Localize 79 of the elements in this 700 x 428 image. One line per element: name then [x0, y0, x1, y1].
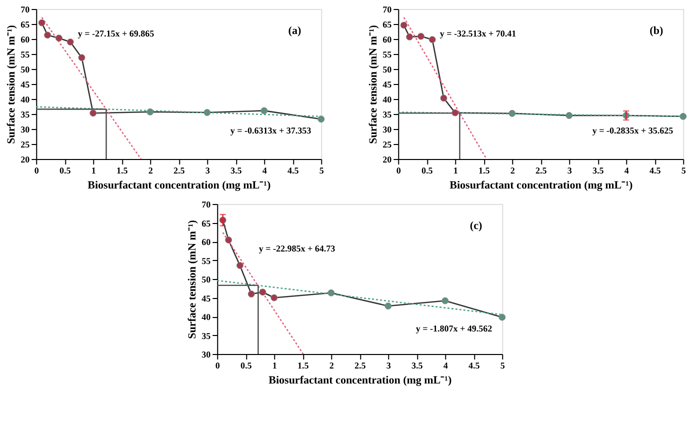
- x-tick-label: 2: [510, 166, 516, 176]
- y-tick-label: 35: [202, 330, 212, 341]
- x-tick-label: 1.5: [298, 360, 310, 370]
- y-tick-label: 65: [20, 20, 30, 30]
- x-tick-label: 3.5: [230, 166, 242, 176]
- x-tick-label: 2.5: [536, 166, 548, 176]
- x-tick-label: 4: [262, 166, 268, 176]
- y-tick-label: 25: [20, 140, 30, 150]
- x-tick-label: 2: [148, 166, 154, 176]
- x-tick-label: 0.5: [422, 166, 434, 176]
- y-tick-label: 20: [20, 154, 30, 164]
- y-tick-label: 45: [20, 80, 30, 90]
- x-tick-label: 3.5: [412, 360, 424, 370]
- x-tick-label: 0: [396, 166, 402, 176]
- y-axis-title: Surface tension (mN m⁻¹): [368, 24, 380, 144]
- y-tick-label: 60: [382, 34, 392, 44]
- y-axis-title: Surface tension (mN m⁻¹): [6, 24, 18, 144]
- y-tick-label: 20: [382, 154, 392, 164]
- x-tick-label: 1: [272, 360, 278, 370]
- x-tick-label: 3: [386, 360, 392, 370]
- y-tick-label: 35: [382, 110, 392, 120]
- x-tick-label: 3: [567, 166, 572, 176]
- x-tick-label: 4.5: [288, 166, 300, 176]
- text: y = -32.513x + 70.41: [440, 28, 517, 38]
- y-tick-label: 40: [382, 94, 392, 104]
- y-tick-label: 70: [20, 4, 30, 14]
- y-tick-label: 25: [382, 140, 392, 150]
- y-tick-label: 50: [202, 274, 212, 284]
- y-tick-label: 45: [382, 80, 392, 90]
- x-tick-label: 5: [500, 360, 506, 370]
- y-tick-label: 40: [202, 312, 212, 322]
- x-tick-label: 4.5: [468, 360, 480, 370]
- y-tick-label: 30: [20, 124, 30, 134]
- y-tick-label: 60: [202, 237, 212, 247]
- y-tick-label: 65: [202, 218, 212, 228]
- x-tick-label: 5: [319, 166, 324, 176]
- y-tick-label: 70: [202, 200, 212, 210]
- x-tick-label: 4: [624, 166, 630, 176]
- series-label: y = -0.2835x + 35.625: [592, 125, 674, 136]
- x-tick-label: 2.5: [174, 166, 186, 176]
- x-tick-label: 0.5: [60, 166, 72, 176]
- y-axis-title: Surface tension (mN m⁻¹): [186, 220, 199, 339]
- series-label: y = -27.15x + 69.865: [78, 28, 155, 38]
- y-tick-label: 30: [382, 124, 392, 134]
- x-axis-title: Biosurfactant concentration (mg mL⁻¹): [268, 374, 452, 386]
- y-tick-label: 55: [202, 256, 212, 266]
- annotation: (a): [288, 25, 302, 37]
- x-tick-label: 0: [34, 166, 40, 176]
- y-tick-label: 50: [20, 64, 30, 74]
- annotation: (c): [470, 220, 482, 232]
- y-tick-label: 45: [202, 293, 212, 304]
- series-label: y = -0.6313x + 37.353: [230, 125, 312, 136]
- x-tick-label: 1: [453, 166, 458, 176]
- y-tick-label: 40: [20, 94, 30, 104]
- x-tick-label: 4: [443, 360, 448, 370]
- y-tick-label: 60: [20, 34, 30, 44]
- x-axis-title: Biosurfactant concentration (mg mL⁻¹): [450, 180, 633, 192]
- y-tick-label: 70: [382, 4, 392, 14]
- x-tick-label: 1.5: [116, 166, 128, 176]
- x-tick-label: 2.5: [354, 360, 366, 370]
- x-tick-label: 5: [681, 166, 686, 176]
- y-tick-label: 55: [20, 50, 30, 60]
- series-label: y = -1.807x + 49.562: [416, 324, 493, 334]
- y-tick-label: 50: [382, 64, 392, 74]
- annotation: (b): [650, 25, 664, 37]
- text: y = -22.985x + 64.73: [258, 244, 336, 254]
- y-tick-label: 55: [382, 50, 392, 60]
- x-axis-title: Biosurfactant concentration (mg mL⁻¹): [88, 180, 271, 192]
- x-tick-label: 3.5: [592, 166, 604, 176]
- x-tick-label: 0: [215, 360, 220, 370]
- y-tick-label: 35: [20, 110, 30, 120]
- x-tick-label: 3: [205, 166, 210, 176]
- y-tick-label: 65: [382, 20, 392, 30]
- y-tick-label: 30: [202, 350, 212, 360]
- x-tick-label: 1: [91, 166, 96, 176]
- x-tick-label: 4.5: [650, 166, 662, 176]
- x-tick-label: 2: [329, 360, 334, 370]
- x-tick-label: 0.5: [240, 360, 252, 370]
- x-tick-label: 1.5: [478, 166, 490, 176]
